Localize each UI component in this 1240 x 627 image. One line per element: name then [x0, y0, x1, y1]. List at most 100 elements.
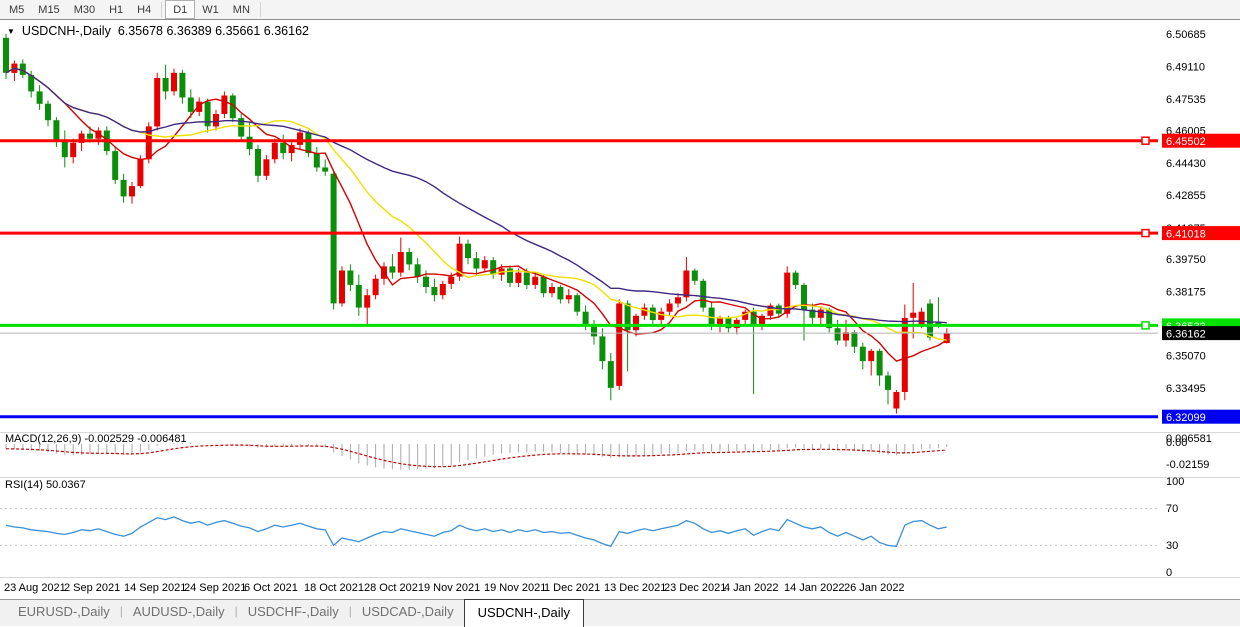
tab-separator: | — [119, 604, 123, 618]
date-tick-label: 24 Sep 2021 — [184, 582, 246, 594]
date-tick-label: 1 Dec 2021 — [544, 582, 600, 594]
candle-body — [120, 179, 127, 197]
symbol-name: USDCNH-,Daily — [21, 24, 111, 38]
candle-body — [19, 63, 26, 75]
hline-handle-icon[interactable] — [1141, 321, 1150, 330]
candle-body — [406, 252, 413, 265]
candle-body — [792, 272, 799, 285]
candle-body — [280, 142, 287, 154]
candle-body — [582, 311, 589, 327]
candle-body — [515, 272, 522, 283]
hline-handle-icon[interactable] — [1141, 136, 1150, 145]
candle-body — [196, 101, 203, 112]
hline-handle-icon[interactable] — [1141, 228, 1150, 238]
candle-body — [901, 317, 908, 392]
candle-body — [162, 78, 169, 92]
timeframe-h1[interactable]: H1 — [109, 3, 124, 16]
date-tick-label: 26 Jan 2022 — [844, 582, 905, 594]
candle-body — [204, 101, 211, 127]
price-badge-label: 6.36162 — [1166, 329, 1206, 341]
tab-separator: | — [348, 604, 352, 618]
timeframe-h4[interactable]: H4 — [137, 3, 152, 16]
candle-body — [448, 276, 455, 284]
candle-body — [263, 159, 270, 176]
price-badge-label: 6.32099 — [1166, 412, 1206, 424]
symbol-dropdown-icon[interactable]: ▼ — [7, 26, 15, 36]
candle-body — [927, 303, 933, 338]
date-tick-label: 9 Nov 2021 — [424, 582, 480, 594]
candle-body — [229, 95, 236, 119]
rsi-scale-label: 100 — [1166, 476, 1184, 488]
date-tick-label: 4 Jan 2022 — [724, 582, 778, 594]
date-tick-label: 6 Oct 2021 — [244, 582, 298, 594]
candle-body — [137, 159, 144, 187]
price-badge — [1162, 133, 1240, 148]
candle-body — [78, 133, 85, 143]
date-tick-label: 14 Jan 2022 — [784, 582, 845, 594]
price-axis: 6.506856.491106.475356.460056.444306.428… — [1166, 29, 1206, 395]
tab-usdcnhdaily[interactable]: USDCNH-,Daily — [463, 599, 585, 627]
macd-scale-label: -0.02159 — [1166, 459, 1209, 471]
candle-body — [145, 126, 152, 160]
candle-body — [364, 295, 371, 308]
candle-body — [397, 252, 404, 273]
candle-body — [809, 309, 816, 318]
candle-body — [540, 276, 547, 294]
candle-body — [154, 78, 161, 127]
timeframe-mn[interactable]: MN — [232, 3, 250, 16]
candle-body — [565, 295, 572, 300]
date-tick-label: 18 Oct 2021 — [304, 582, 364, 594]
tab-audusddaily[interactable]: AUDUSD-,Daily — [132, 604, 225, 619]
candle-body — [473, 258, 480, 269]
symbol-tabbar: EURUSD-,Daily | AUDUSD-,Daily | USDCHF-,Dail… — [0, 599, 1240, 627]
tab-usdchfdaily[interactable]: USDCHF-,Daily — [247, 604, 339, 619]
candles-layer[interactable] — [3, 33, 950, 414]
toolbar-separator — [259, 2, 261, 17]
tab-separator: | — [234, 604, 238, 618]
candle-body — [45, 103, 51, 121]
date-tick-label: 13 Dec 2021 — [604, 582, 666, 594]
candle-body — [288, 144, 295, 154]
tab-eurusddaily[interactable]: EURUSD-,Daily — [18, 604, 110, 619]
price-badge — [1162, 326, 1240, 341]
candle-body — [238, 118, 245, 137]
candle-body — [322, 167, 329, 172]
candle-body — [3, 37, 9, 73]
candle-body — [943, 333, 950, 344]
candle-body — [112, 151, 119, 180]
candle-body — [918, 311, 925, 325]
tab-usdcaddaily[interactable]: USDCAD-,Daily — [361, 604, 454, 619]
candle-body — [784, 272, 791, 314]
candle-body — [414, 264, 421, 277]
timeframe-m15[interactable]: M15 — [38, 3, 60, 16]
candle-body — [624, 303, 631, 331]
candle-body — [675, 297, 681, 304]
rsi-scale-label: 70 — [1166, 503, 1178, 515]
timeframe-d1[interactable]: D1 — [165, 0, 196, 19]
timeframe-m30[interactable]: M30 — [73, 3, 96, 16]
rsi-scale-label: 30 — [1166, 540, 1178, 552]
timeframe-w1[interactable]: W1 — [202, 3, 219, 16]
candle-body — [481, 260, 488, 269]
candle-body — [53, 120, 60, 142]
candle-body — [431, 287, 438, 296]
candle-body — [717, 317, 723, 327]
candle-body — [658, 311, 665, 320]
candle-body — [87, 133, 93, 139]
candle-body — [574, 295, 581, 312]
candle-body — [910, 312, 917, 318]
chart-canvas[interactable]: 6.506856.491106.475356.460056.444306.428… — [0, 0, 1240, 599]
candle-body — [801, 284, 807, 310]
timeframe-m5[interactable]: M5 — [9, 3, 25, 16]
candle-body — [28, 74, 35, 92]
candle-body — [885, 375, 891, 390]
candle-body — [742, 311, 749, 320]
moving-average-ma-mid — [5, 67, 947, 341]
price-badge-label: 6.41018 — [1166, 229, 1206, 241]
candle-body — [641, 307, 648, 316]
moving-average-ma-fast — [5, 67, 948, 362]
candle-body — [868, 350, 875, 362]
